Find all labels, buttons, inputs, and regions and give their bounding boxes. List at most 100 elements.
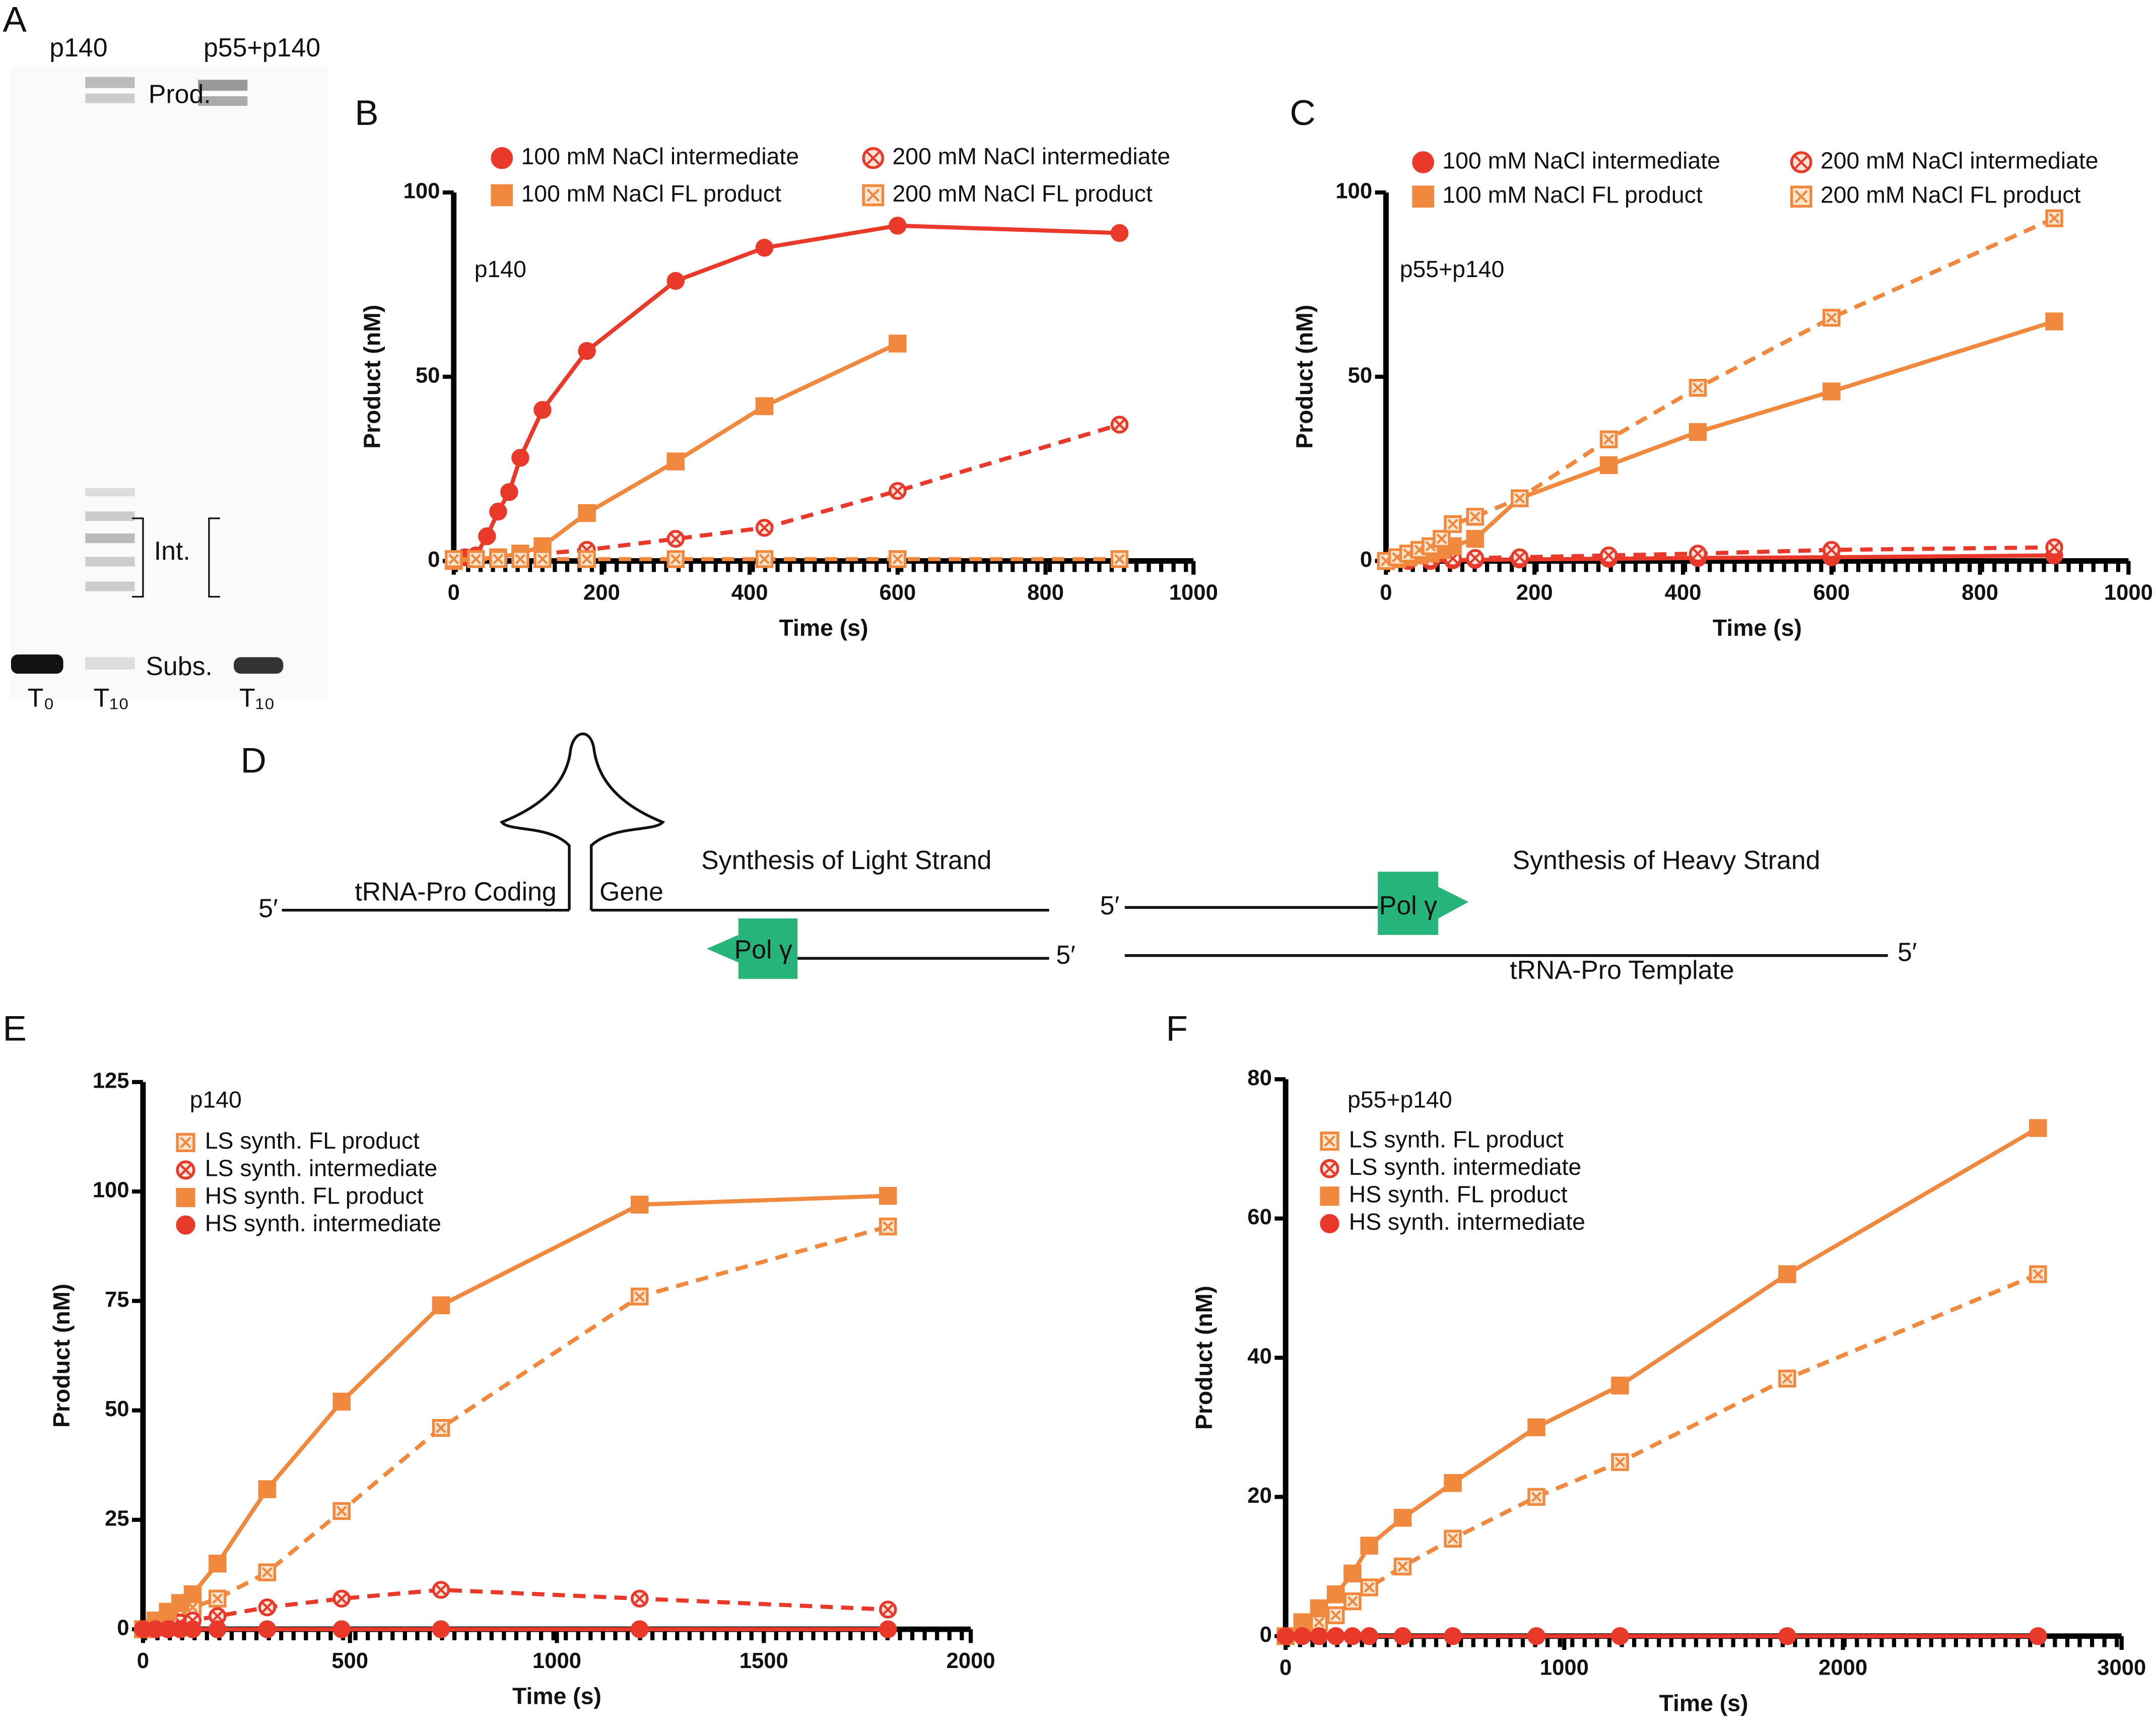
marker [1689,545,1707,563]
marker [258,1598,277,1617]
band-label: Subs. [146,651,213,681]
marker-shape [511,448,529,467]
marker [491,184,513,207]
marker [578,550,596,568]
marker [862,147,885,169]
marker [1293,1627,1312,1645]
y-tick-label: 125 [93,1068,129,1093]
panel-label: C [1290,93,1315,133]
x-tick-label: 3000 [2097,1655,2146,1680]
marker-shape [1778,1265,1796,1283]
x-tick-label: 600 [1813,580,1850,605]
marker-shape [1293,1627,1312,1645]
marker [209,1620,227,1638]
marker [176,1160,195,1180]
marker [2029,1265,2047,1283]
y-axis-label: Product (nM) [1291,305,1317,449]
y-tick-label: 80 [1247,1066,1272,1090]
marker [862,184,885,207]
panel-label: E [3,1009,26,1049]
marker [2045,312,2063,330]
marker-cross [1447,1533,1458,1544]
marker-shape [1393,1509,1412,1527]
gel-band [85,533,135,544]
x-tick-label: 0 [1279,1655,1292,1680]
marker [1823,541,1841,559]
marker-cross [1436,534,1447,545]
end-label: 5′ [1898,938,1917,967]
marker-shape [1527,1627,1545,1645]
marker [879,1187,897,1205]
x-tick-label: 2000 [1818,1655,1867,1680]
polymerase [1378,872,1439,935]
marker-cross [187,1602,198,1613]
annotation: p140 [190,1086,242,1112]
marker-cross [2049,213,2060,224]
marker-cross [1794,156,1808,169]
marker-shape [1611,1627,1629,1645]
annotation: p140 [475,256,526,282]
fit-line [1285,1272,2039,1638]
marker-cross [212,1611,223,1622]
marker [432,1419,450,1437]
lane-label: p55+p140 [204,33,320,62]
marker [1320,1159,1339,1178]
marker [489,502,507,521]
legend-label: LS synth. FL product [205,1127,420,1154]
marker [467,550,485,568]
marker [1689,378,1707,397]
marker [1689,423,1707,441]
marker-cross [1603,434,1614,445]
band-label: Prod. [149,80,211,109]
gel-band [198,80,248,91]
marker-cross [1469,553,1480,564]
end-label: 5′ [1056,940,1075,969]
legend-label: LS synth. intermediate [1349,1154,1581,1180]
marker-cross [470,554,482,565]
y-tick-label: 20 [1247,1483,1272,1508]
end-label: 5′ [1100,891,1120,920]
marker-cross [261,1602,273,1613]
marker-cross [1397,1561,1408,1572]
marker [176,1133,195,1153]
marker [1320,1131,1339,1151]
diagram-title: Synthesis of Heavy Strand [1513,845,1821,875]
marker [445,550,463,568]
marker [258,1563,277,1581]
marker-cross [1347,1596,1358,1607]
marker-shape [489,502,507,521]
marker [755,550,774,568]
marker-shape [2029,1627,2047,1645]
y-tick-label: 0 [428,547,440,572]
legend-label: 200 mM NaCl FL product [1821,182,2080,208]
diagram-title: Synthesis of Light Strand [701,845,991,875]
marker-shape [500,483,518,501]
x-axis-label: Time (s) [779,615,868,641]
marker-shape [432,1620,450,1638]
marker-shape [1310,1627,1328,1645]
marker [183,1620,202,1638]
time-label: T₀ [28,683,54,712]
x-tick-label: 1000 [1540,1655,1589,1680]
y-tick-label: 40 [1247,1344,1272,1369]
marker-shape [1444,1474,1462,1492]
marker [183,1585,202,1604]
x-tick-label: 200 [583,580,620,605]
marker-shape [1412,185,1434,208]
marker-cross [336,1505,347,1516]
marker-shape [1412,151,1434,173]
marker-shape [1343,1564,1362,1583]
fit-line [1385,319,2055,563]
legend-label: LS synth. intermediate [205,1155,437,1181]
enzyme-label: Pol γ [1379,891,1437,920]
gel-band [85,93,135,103]
fit-line [142,1193,888,1631]
time-label: T₁₀ [94,683,129,712]
x-tick-label: 200 [1516,580,1553,605]
marker-cross [883,1604,894,1615]
marker-shape [1444,1627,1462,1645]
marker-shape [1110,224,1129,242]
gel [11,65,327,699]
marker [1527,1418,1545,1436]
marker-shape [1599,456,1618,475]
